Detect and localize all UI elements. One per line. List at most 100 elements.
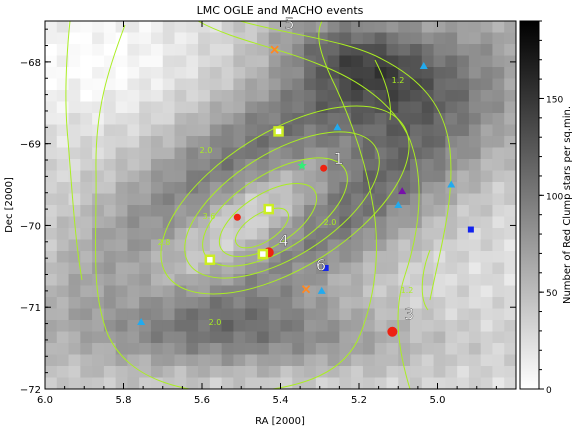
heatmap-cell bbox=[421, 136, 435, 149]
heatmap-cell bbox=[162, 159, 176, 172]
heatmap-cell bbox=[468, 90, 482, 103]
heatmap-cell bbox=[245, 124, 258, 137]
heatmap-cell bbox=[327, 354, 340, 367]
heatmap-cell bbox=[386, 285, 399, 298]
heatmap-cell bbox=[233, 159, 246, 172]
heatmap-cell bbox=[233, 366, 246, 379]
heatmap-cell bbox=[198, 297, 211, 310]
heatmap-cell bbox=[386, 124, 399, 137]
heatmap-cell bbox=[233, 354, 246, 367]
heatmap-cell bbox=[386, 193, 399, 206]
heatmap-cell bbox=[115, 170, 129, 183]
heatmap-cell bbox=[68, 78, 81, 91]
heatmap-cell bbox=[468, 285, 482, 298]
heatmap-cell bbox=[457, 113, 470, 126]
contour-line bbox=[94, 21, 377, 389]
heatmap-cell bbox=[127, 239, 140, 252]
heatmap-cell bbox=[480, 32, 494, 45]
heatmap-cell bbox=[103, 193, 117, 206]
heatmap-cell bbox=[433, 159, 446, 172]
heatmap-cell bbox=[421, 239, 435, 252]
heatmap-cell bbox=[292, 354, 305, 367]
heatmap-cell bbox=[115, 90, 129, 103]
heatmap-cell bbox=[139, 90, 152, 103]
heatmap-cell bbox=[351, 274, 364, 287]
heatmap-cell bbox=[504, 308, 516, 321]
heatmap-cell bbox=[457, 274, 470, 287]
heatmap-cell bbox=[127, 320, 140, 333]
heatmap-cell bbox=[150, 182, 164, 195]
heatmap-cell bbox=[45, 354, 58, 367]
heatmap-cell bbox=[327, 147, 340, 160]
heatmap-cell bbox=[339, 366, 352, 379]
heatmap-cell bbox=[115, 205, 129, 218]
event-number-label: 1 bbox=[333, 149, 343, 168]
heatmap-cell bbox=[339, 297, 352, 310]
heatmap-cell bbox=[504, 377, 516, 389]
heatmap-cell bbox=[480, 377, 494, 389]
heatmap-cell bbox=[174, 377, 187, 389]
contour-line bbox=[239, 21, 452, 301]
heatmap-cell bbox=[374, 124, 388, 137]
heatmap-cell bbox=[127, 101, 140, 114]
heatmap-cell bbox=[421, 182, 435, 195]
heatmap-cell bbox=[433, 113, 446, 126]
heatmap-cell bbox=[198, 21, 211, 34]
heatmap-cell bbox=[68, 297, 81, 310]
heatmap-cell bbox=[92, 308, 105, 321]
heatmap-cell bbox=[45, 251, 58, 264]
heatmap-cell bbox=[139, 274, 152, 287]
heatmap-cell bbox=[327, 159, 340, 172]
heatmap-cell bbox=[304, 377, 317, 389]
heatmap-cell bbox=[56, 67, 70, 80]
heatmap-cell bbox=[362, 239, 376, 252]
heatmap-cell bbox=[56, 262, 70, 275]
heatmap-cell bbox=[150, 251, 164, 264]
heatmap-cell bbox=[245, 377, 258, 389]
heatmap-cell bbox=[80, 366, 93, 379]
x-tick-label: 6.0 bbox=[37, 395, 53, 406]
heatmap-cell bbox=[292, 320, 305, 333]
heatmap-cell bbox=[315, 78, 329, 91]
heatmap-cell bbox=[139, 159, 152, 172]
heatmap-cell bbox=[315, 205, 329, 218]
heatmap-cell bbox=[45, 377, 58, 389]
heatmap-cell bbox=[492, 147, 505, 160]
heatmap-cell bbox=[457, 67, 470, 80]
heatmap-cell bbox=[504, 90, 516, 103]
heatmap-cell bbox=[56, 124, 70, 137]
heatmap-cell bbox=[115, 239, 129, 252]
heatmap-cell bbox=[504, 285, 516, 298]
heatmap-cell bbox=[80, 32, 93, 45]
heatmap-cell bbox=[351, 285, 364, 298]
heatmap-cell bbox=[103, 239, 117, 252]
heatmap-cell bbox=[339, 331, 352, 344]
heatmap-cell bbox=[45, 205, 58, 218]
heatmap-cell bbox=[351, 32, 364, 45]
contour-label: 2.0 bbox=[324, 218, 337, 227]
heatmap-cell bbox=[339, 343, 352, 356]
heatmap-cell bbox=[398, 366, 411, 379]
heatmap-cell bbox=[492, 55, 505, 68]
heatmap-cell bbox=[386, 55, 399, 68]
heatmap-cell bbox=[92, 113, 105, 126]
heatmap-cell bbox=[433, 124, 446, 137]
heatmap-cell bbox=[315, 90, 329, 103]
heatmap-cell bbox=[92, 55, 105, 68]
heatmap-cell bbox=[315, 44, 329, 57]
heatmap-cell bbox=[492, 32, 505, 45]
heatmap-cell bbox=[174, 90, 187, 103]
heatmap-cell bbox=[386, 308, 399, 321]
heatmap-cell bbox=[45, 147, 58, 160]
heatmap-cell bbox=[339, 274, 352, 287]
heatmap-cell bbox=[504, 32, 516, 45]
heatmap-cell bbox=[245, 21, 258, 34]
x-tick-label: 5.0 bbox=[430, 395, 446, 406]
heatmap-cell bbox=[139, 343, 152, 356]
heatmap-cell bbox=[209, 21, 223, 34]
heatmap-cell bbox=[433, 343, 446, 356]
heatmap-cell bbox=[468, 78, 482, 91]
heatmap-cell bbox=[304, 90, 317, 103]
heatmap-cell bbox=[327, 170, 340, 183]
heatmap-cell bbox=[150, 44, 164, 57]
